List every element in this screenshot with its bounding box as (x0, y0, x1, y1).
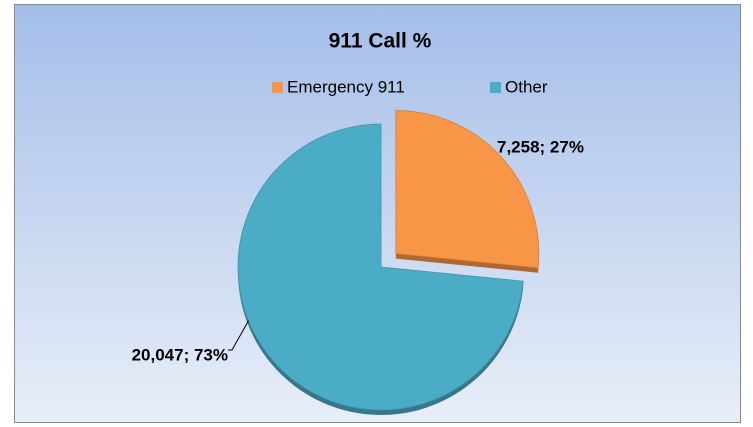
leader-line (228, 320, 249, 351)
slice (395, 110, 540, 269)
data-label: 20,047; 73% (132, 345, 228, 364)
legend-swatch (490, 82, 501, 93)
slice (237, 123, 524, 411)
legend-label: Emergency 911 (287, 77, 405, 96)
legend-swatch (272, 82, 283, 93)
legend-label: Other (505, 77, 548, 96)
data-label: 7,258; 27% (497, 137, 584, 156)
chart-title: 911 Call % (329, 30, 432, 53)
